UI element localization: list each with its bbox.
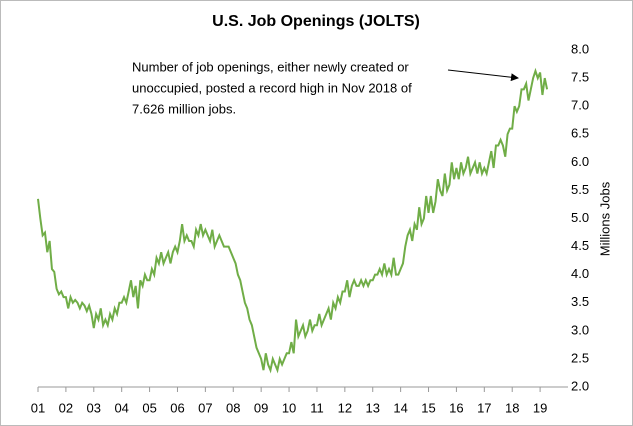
y-tick-label: 4.5 — [571, 238, 589, 253]
x-tick-label: 14 — [393, 400, 407, 415]
x-tick-label: 02 — [59, 400, 73, 415]
y-tick-label: 3.0 — [571, 322, 589, 337]
x-tick-label: 15 — [421, 400, 435, 415]
data-line — [37, 67, 549, 374]
annotation-arrow — [447, 69, 519, 82]
y-tick-label: 2.5 — [571, 350, 589, 365]
x-tick-label: 09 — [254, 400, 268, 415]
annotation: unoccupied, posted a record high in Nov … — [132, 80, 412, 95]
y-tick-label: 3.5 — [571, 294, 589, 309]
x-tick-label: 18 — [505, 400, 519, 415]
y-axis-label: Millions Jobs — [597, 181, 612, 256]
x-tick-label: 03 — [87, 400, 101, 415]
y-tick-label: 6.0 — [571, 154, 589, 169]
y-tick-label: 5.0 — [571, 210, 589, 225]
y-tick-label: 6.5 — [571, 126, 589, 141]
annotation: Number of job openings, either newly cre… — [132, 59, 409, 74]
y-tick-label: 2.0 — [571, 378, 589, 393]
y-tick-label: 8.0 — [571, 41, 589, 56]
x-tick-label: 04 — [114, 400, 128, 415]
annotation: 7.626 million jobs. — [132, 101, 236, 116]
x-tick-label: 16 — [449, 400, 463, 415]
x-tick-label: 17 — [477, 400, 491, 415]
y-tick-label: 7.5 — [571, 70, 589, 85]
x-tick-label: 01 — [31, 400, 45, 415]
x-tick-label: 06 — [170, 400, 184, 415]
x-tick-label: 11 — [310, 400, 324, 415]
x-tick-label: 05 — [142, 400, 156, 415]
y-tick-label: 4.0 — [571, 266, 589, 281]
y-tick-label: 7.0 — [571, 98, 589, 113]
x-tick-label: 07 — [198, 400, 212, 415]
x-tick-label: 12 — [338, 400, 352, 415]
x-tick-label: 10 — [282, 400, 296, 415]
x-tick-label: 13 — [366, 400, 380, 415]
x-tick-label: 08 — [226, 400, 240, 415]
x-tick-label: 19 — [533, 400, 547, 415]
y-tick-label: 5.5 — [571, 182, 589, 197]
chart-title: U.S. Job Openings (JOLTS) — [212, 13, 420, 30]
